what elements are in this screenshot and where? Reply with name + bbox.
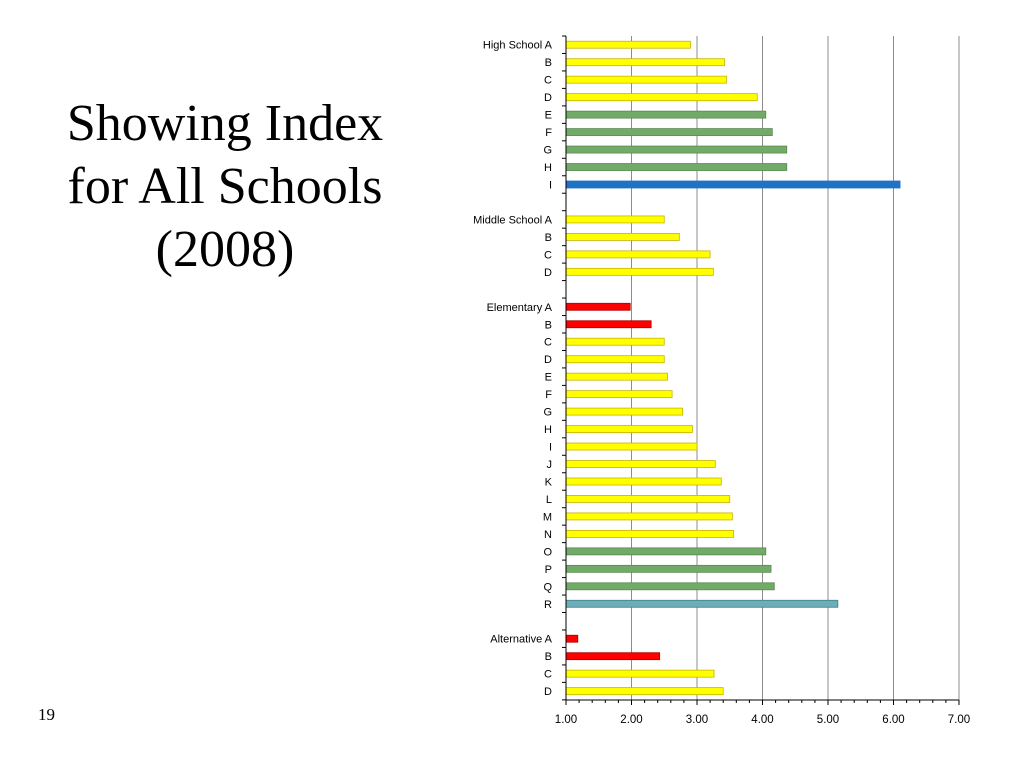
bar bbox=[565, 320, 652, 329]
x-tick-label: 6.00 bbox=[882, 714, 904, 726]
category-label: G bbox=[543, 407, 552, 419]
category-label: J bbox=[547, 459, 553, 471]
category-label: O bbox=[543, 546, 552, 558]
category-label: F bbox=[545, 127, 552, 139]
bar bbox=[565, 337, 665, 346]
bar bbox=[565, 75, 727, 84]
category-label: L bbox=[546, 494, 552, 506]
category-label: P bbox=[545, 564, 552, 576]
bar bbox=[565, 529, 735, 538]
bar bbox=[565, 582, 775, 591]
bar bbox=[565, 425, 693, 433]
category-label: K bbox=[545, 476, 553, 488]
category-label: D bbox=[544, 686, 552, 698]
category-label: H bbox=[544, 424, 552, 436]
bar bbox=[565, 407, 683, 416]
bar bbox=[565, 250, 711, 259]
category-label: E bbox=[545, 110, 552, 122]
x-tick-label: 2.00 bbox=[620, 714, 642, 726]
bar bbox=[565, 442, 698, 451]
bar bbox=[565, 687, 724, 696]
x-tick-label: 7.00 bbox=[948, 714, 970, 726]
bar bbox=[565, 128, 773, 136]
bar bbox=[565, 355, 665, 364]
bar bbox=[565, 215, 665, 224]
category-label: Elementary A bbox=[487, 302, 553, 314]
bar bbox=[565, 512, 733, 521]
category-label: C bbox=[544, 249, 552, 261]
bar bbox=[565, 145, 788, 154]
x-tick-label: 3.00 bbox=[686, 714, 708, 726]
bar bbox=[565, 599, 839, 608]
slide-title: Showing Index for All Schools (2008) bbox=[20, 92, 430, 281]
category-label: H bbox=[544, 162, 552, 174]
x-tick-label: 1.00 bbox=[555, 714, 577, 726]
bar bbox=[565, 652, 661, 661]
category-label: B bbox=[545, 651, 552, 663]
title-line: for All Schools bbox=[67, 158, 383, 215]
bar bbox=[565, 372, 668, 381]
bar bbox=[565, 390, 673, 399]
page-number: 19 bbox=[38, 705, 55, 724]
category-label: Q bbox=[543, 581, 552, 593]
bar bbox=[565, 302, 631, 311]
bar bbox=[565, 460, 716, 468]
category-label: B bbox=[545, 232, 552, 244]
category-label: B bbox=[545, 57, 552, 69]
category-label: E bbox=[545, 372, 552, 384]
x-tick-label: 5.00 bbox=[817, 714, 839, 726]
category-label: R bbox=[544, 599, 552, 611]
category-label: D bbox=[544, 267, 552, 279]
bar bbox=[565, 58, 725, 67]
bar bbox=[565, 93, 758, 102]
bar bbox=[565, 233, 680, 241]
category-label: D bbox=[544, 354, 552, 366]
bar bbox=[565, 634, 579, 643]
x-tick-label: 4.00 bbox=[751, 714, 773, 726]
category-label: Alternative A bbox=[490, 634, 552, 646]
bar bbox=[565, 180, 901, 189]
bar bbox=[565, 40, 691, 49]
title-line: (2008) bbox=[155, 221, 295, 278]
title-line: Showing Index bbox=[66, 95, 384, 152]
category-label: C bbox=[544, 669, 552, 681]
category-label: C bbox=[544, 75, 552, 87]
bar bbox=[565, 267, 714, 276]
category-label: C bbox=[544, 337, 552, 349]
category-label: Middle School A bbox=[473, 214, 553, 226]
bar bbox=[565, 477, 722, 486]
category-label: I bbox=[549, 442, 552, 454]
category-label: G bbox=[543, 145, 552, 157]
bar bbox=[565, 669, 715, 678]
category-label: B bbox=[545, 319, 552, 331]
bar bbox=[565, 110, 767, 119]
bar bbox=[565, 163, 788, 171]
category-label: D bbox=[544, 92, 552, 104]
bar bbox=[565, 547, 767, 556]
category-label: I bbox=[549, 179, 552, 191]
category-label: M bbox=[543, 511, 552, 523]
category-label: F bbox=[545, 389, 552, 401]
bar bbox=[565, 495, 731, 503]
category-label: High School A bbox=[483, 40, 553, 52]
bar bbox=[565, 564, 772, 573]
category-label: N bbox=[544, 529, 552, 541]
